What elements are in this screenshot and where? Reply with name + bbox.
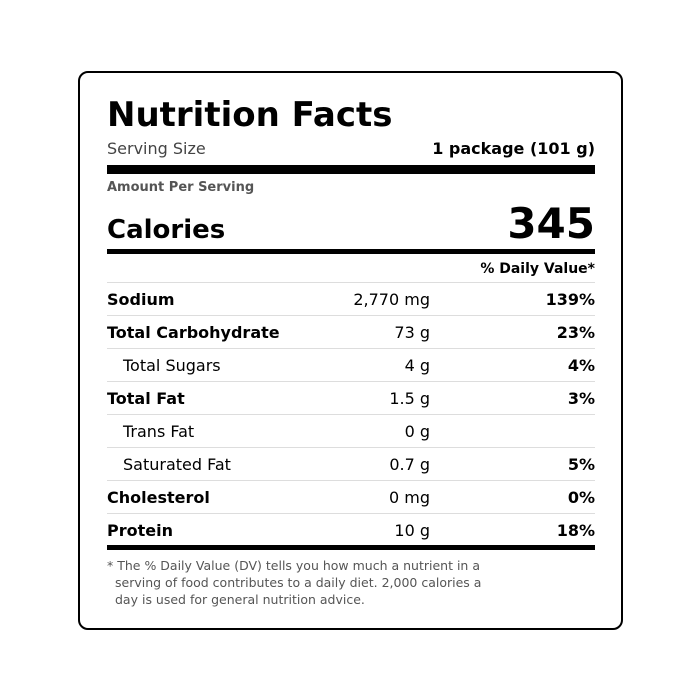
- daily-value: 139%: [545, 290, 595, 309]
- nutrient-name: Saturated Fat: [123, 455, 231, 474]
- amount: 0 g: [404, 422, 430, 441]
- nutrition-label: Nutrition Facts Serving Size 1 package (…: [78, 71, 623, 630]
- amount: 0.7 g: [389, 455, 430, 474]
- daily-value: 0%: [567, 488, 595, 507]
- daily-value: 18%: [556, 521, 595, 540]
- daily-value: 5%: [567, 455, 595, 474]
- serving-label: Serving Size: [107, 139, 206, 158]
- nutrient-row: Total Fat 1.5 g 3%: [107, 381, 595, 415]
- serving-value: 1 package (101 g): [432, 139, 595, 158]
- serving-size: Serving Size 1 package (101 g): [107, 139, 595, 158]
- amount: 2,770 mg: [353, 290, 430, 309]
- nutrient-name: Total Fat: [107, 389, 185, 408]
- calories-label: Calories: [107, 215, 226, 245]
- nutrient-name: Trans Fat: [123, 422, 195, 441]
- nutrient-name: Cholesterol: [107, 488, 210, 507]
- nutrient-name: Sodium: [107, 290, 175, 309]
- amount: 4 g: [404, 356, 430, 375]
- nutrient-row: Sodium 2,770 mg 139%: [107, 282, 595, 316]
- nutrient-row: Total Carbohydrate 73 g 23%: [107, 315, 595, 349]
- amount: 0 mg: [388, 488, 430, 507]
- amount-per-serving: Amount Per Serving: [107, 180, 255, 195]
- title: Nutrition Facts: [107, 95, 393, 135]
- nutrient-name: Total Sugars: [123, 356, 221, 375]
- nutrient-name: Protein: [107, 521, 173, 540]
- nutrient-row: Cholesterol 0 mg 0%: [107, 480, 595, 514]
- calories-value: 345: [507, 199, 595, 248]
- nutrient-row: Protein 10 g 18%: [107, 513, 595, 547]
- nutrient-row: Trans Fat 0 g: [107, 414, 595, 448]
- medium-rule: [107, 249, 595, 254]
- daily-value: 23%: [556, 323, 595, 342]
- calories: Calories 345: [107, 199, 595, 248]
- nutrient-row: Saturated Fat 0.7 g 5%: [107, 447, 595, 481]
- daily-value: 4%: [567, 356, 595, 375]
- daily-value-header: % Daily Value*: [480, 261, 595, 277]
- nutrient-name: Total Carbohydrate: [107, 323, 280, 342]
- footnote: * The % Daily Value (DV) tells you how m…: [107, 558, 482, 607]
- amount: 10 g: [394, 521, 430, 540]
- nutrient-row: Total Sugars 4 g 4%: [107, 348, 595, 382]
- daily-value: 3%: [567, 389, 595, 408]
- amount: 1.5 g: [389, 389, 430, 408]
- amount: 73 g: [394, 323, 430, 342]
- bottom-rule: [107, 545, 595, 550]
- thick-rule: [107, 165, 595, 174]
